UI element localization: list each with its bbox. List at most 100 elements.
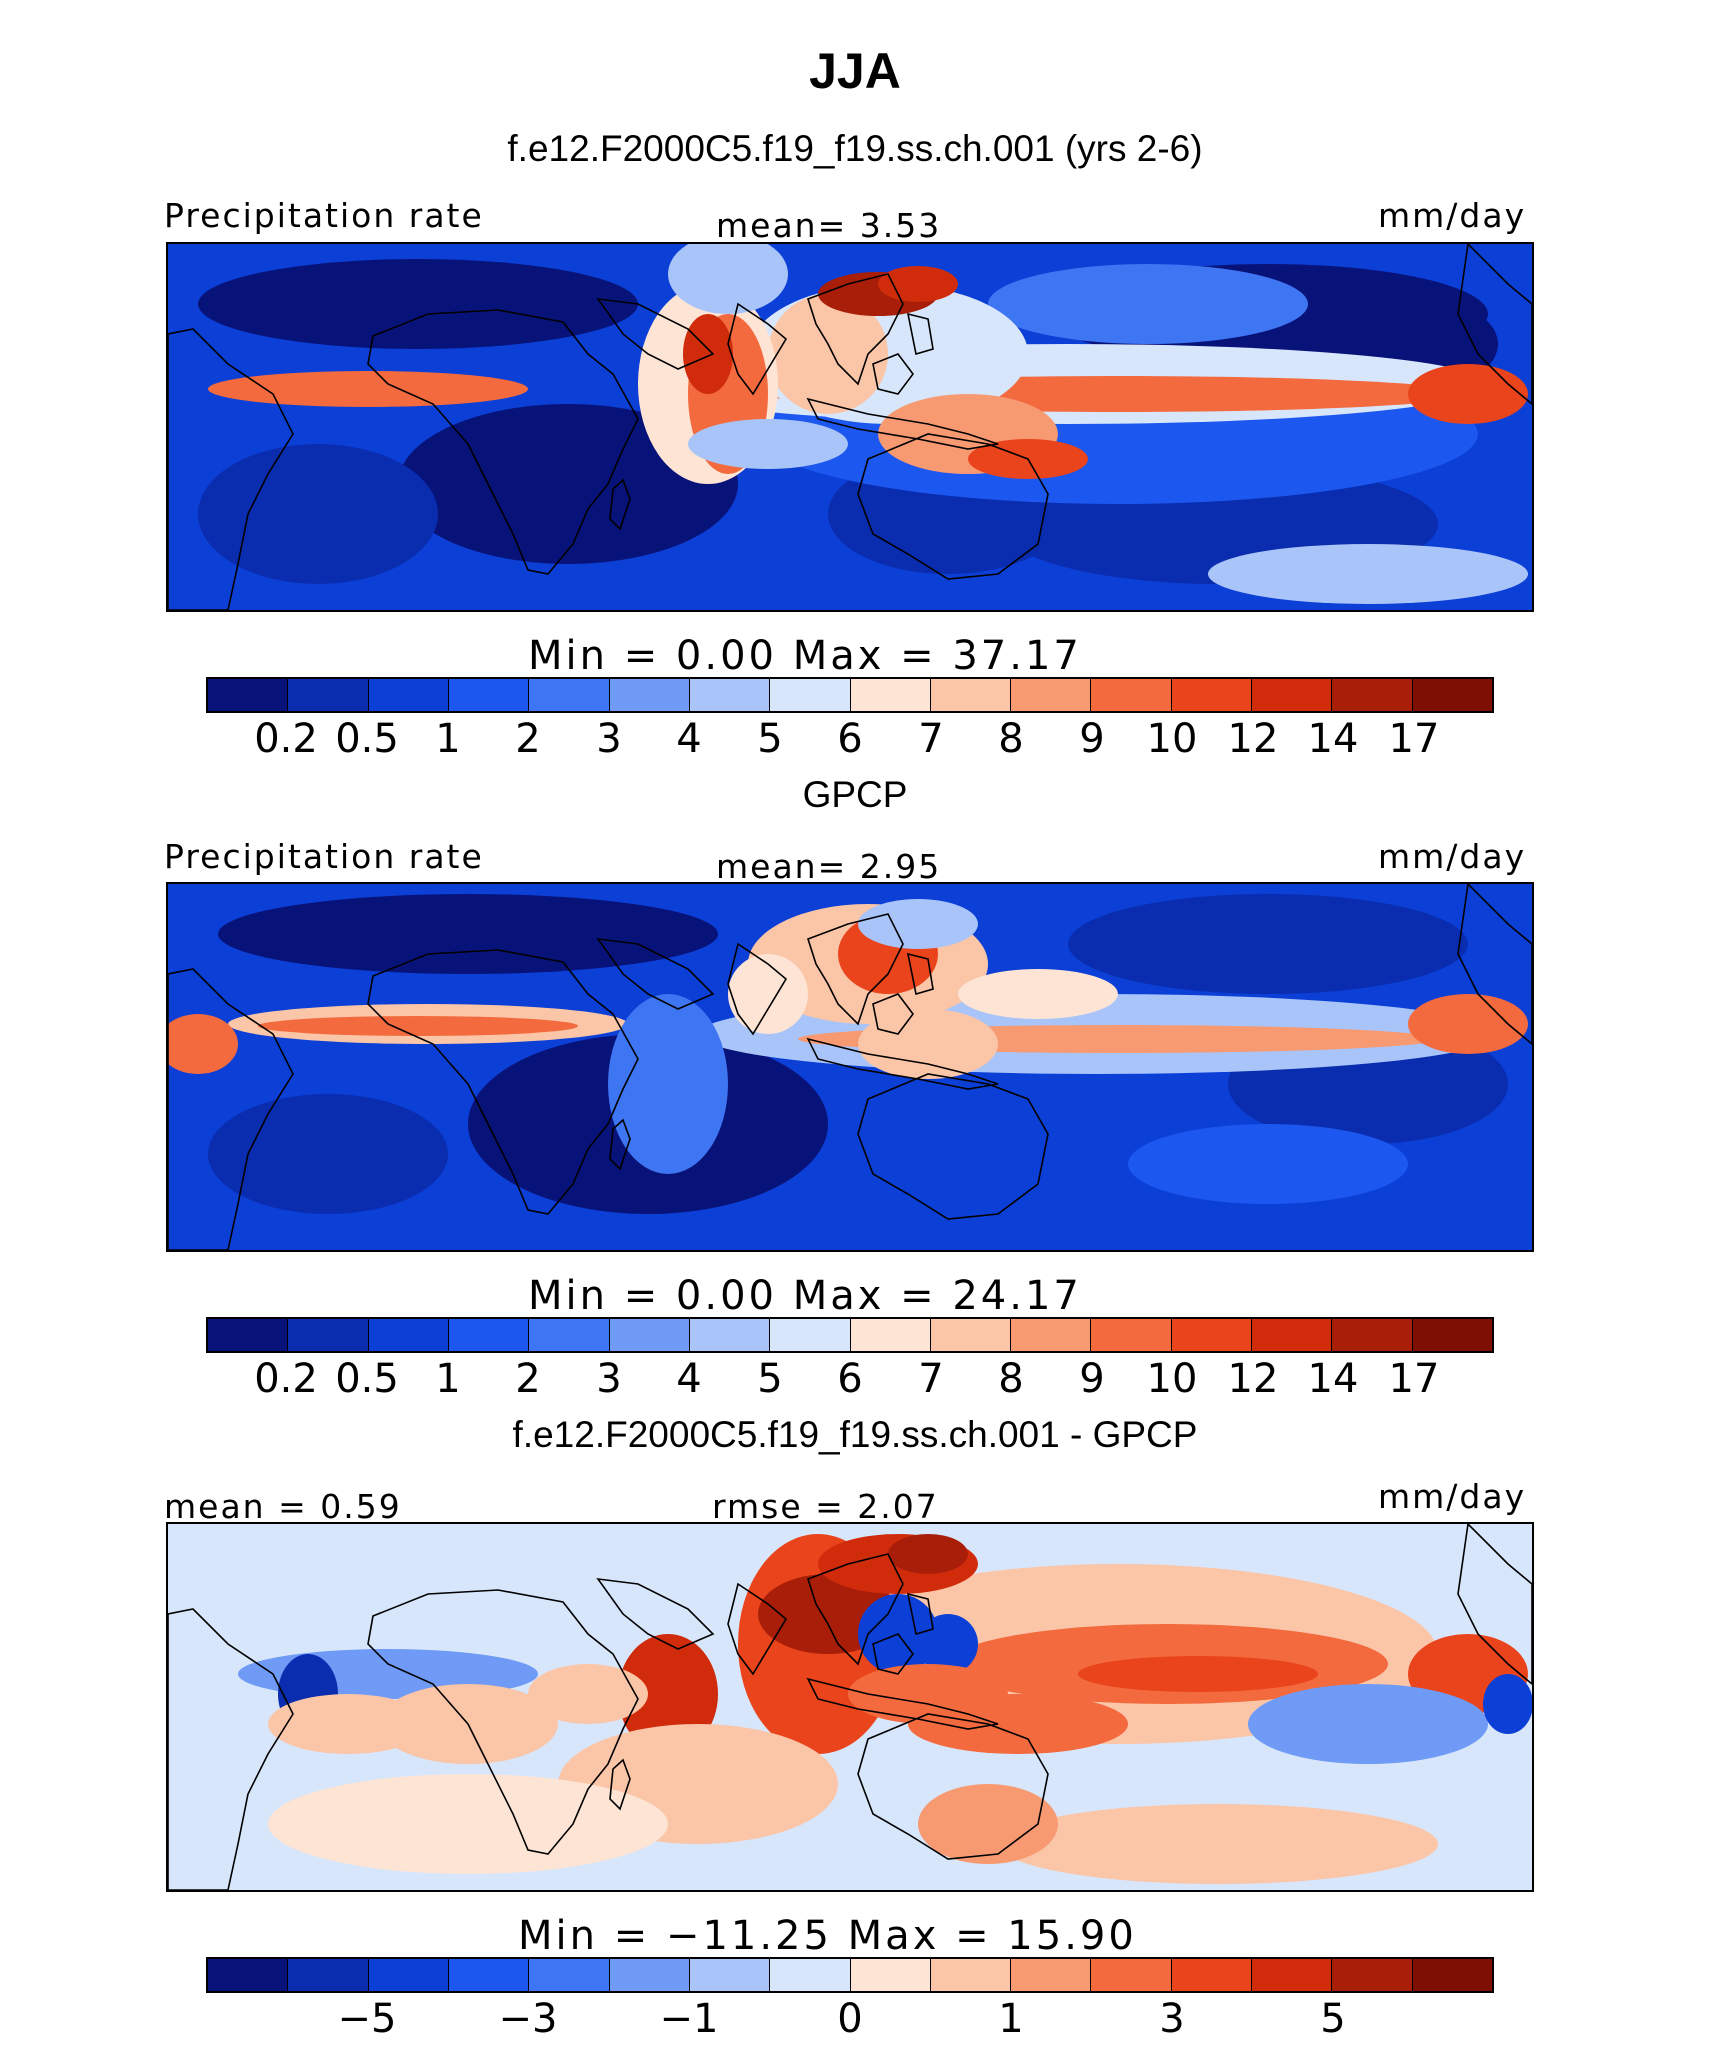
colorbar-swatch (208, 1319, 289, 1351)
panel-model-variable-label: Precipitation rate (164, 196, 484, 235)
colorbar-tick: 6 (837, 1356, 863, 1402)
colorbar-swatch (288, 679, 369, 711)
colorbar-tick: 9 (1079, 716, 1105, 762)
contour-region (1128, 1124, 1408, 1204)
colorbar-swatch (208, 1959, 289, 1991)
panel-model-colorbar (206, 677, 1494, 713)
coastline (906, 952, 934, 996)
colorbar-swatch (368, 1959, 449, 1991)
panel-diff-colorbar-ticks: −5 −3 −1 0 1 3 5 (206, 1996, 1494, 2046)
contour-region (1078, 1656, 1318, 1692)
contour-region (268, 1774, 668, 1874)
colorbar-tick: 6 (837, 716, 863, 762)
colorbar-tick: 8 (998, 716, 1024, 762)
colorbar-tick: 2 (515, 716, 541, 762)
colorbar-tick: 0.5 (335, 1356, 399, 1402)
colorbar-tick: 2 (515, 1356, 541, 1402)
colorbar-tick: 3 (1159, 1996, 1185, 2042)
contour-region (1248, 1684, 1488, 1764)
contour-region (688, 419, 848, 469)
colorbar-swatch (1171, 679, 1253, 711)
coastline (609, 1118, 631, 1171)
colorbar-swatch (288, 1959, 369, 1991)
contour-region (1408, 364, 1528, 424)
colorbar-swatch (770, 1319, 851, 1351)
contour-region (668, 244, 788, 314)
colorbar-swatch (1011, 1959, 1092, 1991)
coastline (168, 968, 294, 1250)
figure-subtitle: f.e12.F2000C5.f19_f19.ss.ch.001 (yrs 2-6… (507, 128, 1203, 169)
colorbar-tick: 7 (918, 1356, 944, 1402)
contour-region (208, 371, 528, 407)
contour-region (198, 259, 638, 349)
colorbar-swatch (770, 1959, 851, 1991)
colorbar-swatch (1011, 1319, 1092, 1351)
contour-region (858, 1009, 998, 1079)
coastline (168, 328, 294, 610)
colorbar-tick: 5 (757, 716, 783, 762)
contour-region (858, 899, 978, 949)
coastline (807, 1553, 904, 1666)
colorbar-tick: 1 (435, 716, 461, 762)
colorbar-swatch (448, 1319, 530, 1351)
panel-diff-rmse-label: rmse = 2.07 (712, 1487, 939, 1526)
colorbar-swatch (1332, 1319, 1413, 1351)
contour-region (258, 1016, 578, 1036)
colorbar-tick: 0.2 (254, 716, 318, 762)
coastline (806, 397, 999, 450)
colorbar-swatch (288, 1319, 369, 1351)
panel-obs-contour-field (168, 884, 1532, 1250)
coastline (609, 1758, 631, 1811)
coastline (872, 1633, 914, 1675)
coastline (168, 1608, 294, 1890)
colorbar-swatch (1011, 679, 1092, 711)
colorbar-swatch (1412, 679, 1492, 711)
colorbar-tick: 3 (596, 1356, 622, 1402)
contour-region (208, 1094, 448, 1214)
colorbar-swatch (609, 1319, 690, 1351)
coastline (727, 1582, 788, 1676)
panel-model-map (166, 242, 1534, 612)
contour-region (198, 444, 438, 584)
colorbar-swatch (368, 1319, 449, 1351)
colorbar-tick: 5 (757, 1356, 783, 1402)
coastline (367, 1589, 639, 1855)
colorbar-swatch (1412, 1959, 1492, 1991)
colorbar-swatch (1091, 679, 1172, 711)
coastline (596, 1577, 715, 1650)
colorbar-tick: 17 (1388, 716, 1440, 762)
panel-model-mean-label: mean= 3.53 (716, 206, 942, 245)
coastline (367, 949, 639, 1215)
colorbar-tick: 0 (837, 1996, 863, 2042)
colorbar-swatch (529, 1319, 610, 1351)
contour-region (988, 264, 1308, 344)
colorbar-swatch (448, 679, 530, 711)
panel-diff-units-label: mm/day (1378, 1477, 1527, 1516)
colorbar-swatch (1091, 1319, 1172, 1351)
contour-region (918, 1784, 1058, 1864)
panel-obs-colorbar-ticks: 0.2 0.5 1 2 3 4 5 6 7 8 9 10 12 14 17 (206, 1356, 1494, 1406)
colorbar-swatch (1412, 1319, 1492, 1351)
panel-diff-colorbar (206, 1957, 1494, 1993)
contour-region (528, 1664, 648, 1724)
contour-region (618, 1634, 718, 1754)
colorbar-tick: −1 (659, 1996, 719, 2042)
colorbar-tick: 7 (918, 716, 944, 762)
colorbar-tick: 9 (1079, 1356, 1105, 1402)
colorbar-swatch (609, 679, 690, 711)
colorbar-swatch (529, 679, 610, 711)
contour-region (683, 314, 733, 394)
panel-obs-units-label: mm/day (1378, 837, 1527, 876)
colorbar-swatch (850, 679, 931, 711)
colorbar-swatch (208, 679, 289, 711)
colorbar-tick: 4 (676, 716, 702, 762)
contour-region (168, 1014, 238, 1074)
figure-title: JJA (809, 43, 901, 99)
colorbar-tick: 1 (998, 1996, 1024, 2042)
contour-region (1208, 544, 1528, 604)
panel-diff-contour-field (168, 1524, 1532, 1890)
panel-obs-title: GPCP (802, 774, 908, 815)
colorbar-swatch (1091, 1959, 1172, 1991)
coastline (596, 297, 715, 370)
colorbar-tick: 5 (1320, 1996, 1346, 2042)
